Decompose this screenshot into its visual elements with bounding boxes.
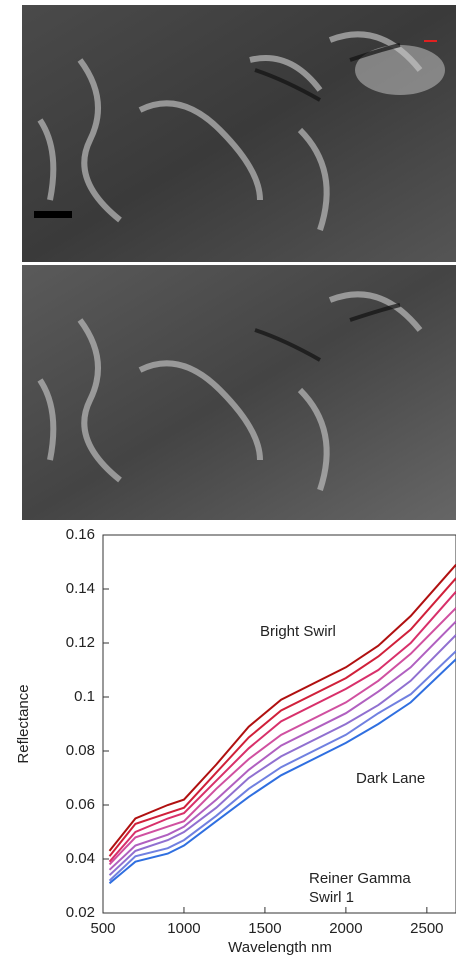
x-tick-label: 1000 [167,920,200,937]
y-tick-label: 0.16 [66,526,95,543]
y-tick-label: 0.04 [66,850,95,867]
y-tick-label: 0.14 [66,580,95,597]
image-top [22,5,456,262]
x-tick-label: 1500 [248,920,281,937]
x-tick-label: 500 [90,920,115,937]
annotation: Swirl 1 [309,889,354,906]
y-tick-label: 0.08 [66,742,95,759]
annotation: Dark Lane [356,770,425,787]
y-tick-label: 0.02 [66,904,95,921]
series-line [108,650,456,882]
y-axis-title: Reflectance [15,684,32,763]
y-tick-label: 0.06 [66,796,95,813]
plot-frame [102,534,456,914]
series-line [108,620,456,871]
series-line [108,607,456,866]
series-line [108,658,456,885]
x-tick-label: 2500 [410,920,443,937]
x-axis-title: Wavelength nm [228,939,332,956]
y-tick-label: 0.1 [74,688,95,705]
annotation: Reiner Gamma [309,870,411,887]
series-line [108,634,456,876]
series-line [108,577,456,857]
y-tick-label: 0.12 [66,634,95,651]
series-line [108,564,456,852]
image-bottom [22,265,456,520]
series-line [108,591,456,863]
x-tick-label: 2000 [329,920,362,937]
annotation: Bright Swirl [260,623,336,640]
